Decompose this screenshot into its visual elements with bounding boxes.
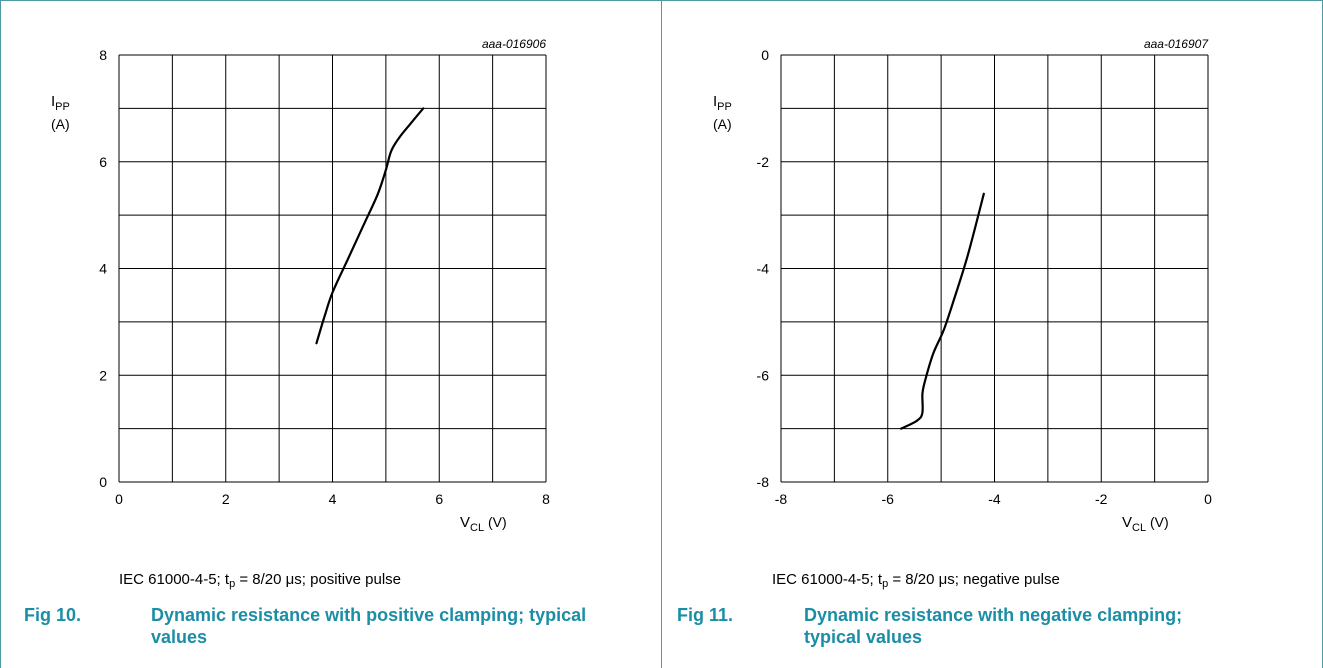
chart-negative-clamping: -8 -6 -4 -2 0 -8 -6 -4 -2 0 aaa-016907 IPP (A) VCL (V… [713, 37, 1212, 534]
condition-prefix: IEC 61000-4-5; t [119, 571, 230, 588]
x-tick-label: -4 [988, 491, 1001, 507]
panel-divider [661, 0, 662, 668]
x-tick-label: 8 [542, 491, 550, 507]
figure-title: Dynamic resistance with negative clampin… [804, 605, 1183, 647]
y-tick-label: -2 [757, 154, 770, 170]
y-tick-label: -4 [757, 261, 770, 277]
figure-id-label: aaa-016907 [1144, 37, 1209, 51]
figure-title: Dynamic resistance with positive clampin… [151, 605, 587, 647]
x-tick-label: 6 [435, 491, 443, 507]
x-axis-label: VCL (V) [1122, 514, 1169, 534]
y-tick-label: 2 [99, 367, 107, 383]
y-tick-label: -6 [757, 367, 770, 383]
x-tick-label: -2 [1095, 491, 1108, 507]
left-border [0, 0, 1, 668]
y-axis-label: IPP [51, 93, 70, 113]
x-tick-label: 2 [222, 491, 230, 507]
x-tick-label: 0 [1204, 491, 1212, 507]
condition-sub: p [229, 578, 236, 590]
figure-number: Fig 10. [24, 605, 82, 625]
x-tick-label: 4 [329, 491, 337, 507]
series-line [900, 192, 985, 430]
y-tick-label: 8 [99, 47, 107, 63]
y-axis-unit: (A) [713, 116, 732, 132]
y-tick-label: 0 [99, 474, 107, 490]
y-tick-label: 0 [761, 47, 769, 63]
test-condition-right: IEC 61000-4-5; tp = 8/20 μs; negative pu… [772, 571, 1060, 590]
y-axis-label: IPP [713, 93, 732, 113]
condition-suffix: = 8/20 μs; negative pulse [888, 571, 1060, 588]
test-condition-left: IEC 61000-4-5; tp = 8/20 μs; positive pu… [119, 571, 401, 590]
series-line [315, 107, 425, 345]
y-axis-unit: (A) [51, 116, 70, 132]
condition-sub: p [882, 578, 889, 590]
x-tick-label: -8 [775, 491, 788, 507]
x-axis-label: VCL (V) [460, 514, 507, 534]
y-tick-label: 6 [99, 154, 107, 170]
y-tick-label: -8 [757, 474, 770, 490]
y-tick-label: 4 [99, 261, 107, 277]
x-tick-label: -6 [882, 491, 895, 507]
x-tick-label: 0 [115, 491, 123, 507]
figure-number: Fig 11. [677, 605, 734, 625]
condition-suffix: = 8/20 μs; positive pulse [235, 571, 402, 588]
figure-id-label: aaa-016906 [482, 37, 546, 51]
condition-prefix: IEC 61000-4-5; t [772, 571, 883, 588]
chart-positive-clamping: 0 2 4 6 8 0 2 4 6 8 aaa-016906 IPP (A) VCL (V) [51, 37, 550, 534]
